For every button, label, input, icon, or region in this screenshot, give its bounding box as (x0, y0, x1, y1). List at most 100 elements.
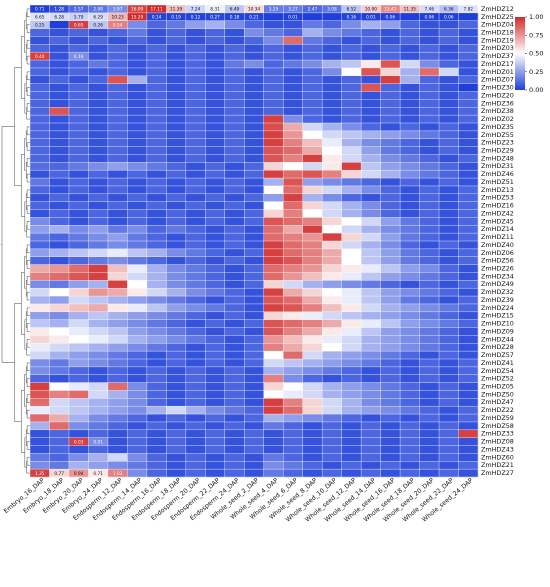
heatmap-cell (439, 67, 459, 76)
heatmap-cell (146, 461, 167, 470)
heatmap-cell (380, 461, 401, 470)
heatmap-cell (88, 264, 109, 273)
heatmap-cell (263, 374, 284, 383)
heatmap-cell (400, 170, 420, 179)
heatmap-cell (185, 366, 206, 375)
heatmap-cell (88, 343, 109, 352)
heatmap-cell (439, 264, 459, 273)
heatmap-cell (107, 130, 128, 139)
heatmap-cell (146, 130, 167, 139)
heatmap-cell (439, 453, 459, 462)
heatmap-cell (380, 272, 401, 281)
heatmap-cell (400, 28, 420, 37)
column-labels: Embryo_16_DAPEmbryo_18_DAPEmbryo_20_DAPE… (3, 477, 475, 524)
heatmap-cell (127, 225, 148, 234)
heatmap-cell (88, 154, 109, 163)
heatmap-cell (107, 60, 128, 69)
heatmap-cell (361, 5, 381, 14)
heatmap-cell (107, 75, 128, 84)
heatmap-cell (244, 461, 264, 470)
heatmap-cell (224, 461, 245, 470)
cell-value-label: 0.01 (93, 439, 103, 445)
heatmap-cell (380, 280, 401, 289)
heatmap-cell (302, 335, 323, 344)
heatmap-cell (68, 138, 89, 147)
heatmap-cell (88, 209, 109, 218)
heatmap-cell (380, 201, 401, 210)
heatmap-cell (224, 209, 245, 218)
heatmap-cell (283, 115, 303, 124)
heatmap-cell (302, 5, 323, 14)
heatmap-cell (302, 248, 323, 257)
heatmap-cell (88, 366, 109, 375)
heatmap-cell (185, 398, 206, 407)
heatmap-cell (107, 154, 128, 163)
heatmap-cell (263, 453, 284, 462)
heatmap-cell (341, 335, 362, 344)
heatmap-cell (49, 83, 70, 92)
heatmap-cell (88, 461, 109, 470)
heatmap-cell (400, 193, 420, 202)
heatmap-cell (205, 91, 225, 100)
heatmap-cell (107, 351, 128, 360)
heatmap-cell (439, 303, 459, 312)
heatmap-cell (361, 178, 381, 187)
heatmap-cell (205, 398, 225, 407)
heatmap-cell (380, 5, 401, 14)
heatmap-cell (400, 288, 420, 297)
heatmap-cell (322, 382, 342, 391)
cell-value-label: 2.47 (308, 7, 318, 13)
heatmap-cell (185, 382, 206, 391)
heatmap-cell (263, 461, 284, 470)
heatmap-cell (283, 335, 303, 344)
heatmap-cell (458, 193, 479, 202)
heatmap-cell (283, 138, 303, 147)
heatmap-cell (302, 225, 323, 234)
heatmap-cell (400, 44, 420, 53)
heatmap-cell (361, 343, 381, 352)
heatmap-cell (224, 20, 245, 29)
heatmap-cell (224, 343, 245, 352)
cell-value-label: 5.79 (74, 15, 84, 21)
heatmap-cell (380, 91, 401, 100)
row-labels: ZmHDZ12ZmHDZ25ZmHDZ04ZmHDZ18ZmHDZ19ZmHDZ… (481, 5, 514, 477)
heatmap-cell (68, 185, 89, 194)
heatmap-cell (439, 414, 459, 423)
heatmap-cell (263, 12, 284, 21)
heatmap-cell (49, 335, 70, 344)
heatmap-cell (88, 303, 109, 312)
heatmap-cell (166, 248, 187, 257)
heatmap-cell (68, 288, 89, 297)
heatmap-cell (302, 107, 323, 116)
heatmap-cell (166, 366, 187, 375)
heatmap-cell (380, 374, 401, 383)
heatmap-cell (341, 5, 362, 14)
heatmap-cell (458, 52, 479, 61)
heatmap-cell (244, 359, 264, 368)
heatmap-cell (361, 398, 381, 407)
heatmap-cell (302, 241, 323, 250)
heatmap-cell (224, 421, 245, 430)
heatmap-cell (341, 162, 362, 171)
heatmap-cell (205, 406, 225, 415)
heatmap-cell (166, 123, 187, 132)
heatmap-cell (380, 233, 401, 242)
heatmap-cell (185, 233, 206, 242)
heatmap-cell (127, 107, 148, 116)
heatmap-cell (439, 406, 459, 415)
heatmap-cell (224, 311, 245, 320)
heatmap-cell (88, 130, 109, 139)
row-label: ZmHDZ28 (481, 343, 514, 351)
heatmap-cell (127, 178, 148, 187)
heatmap-cell (244, 115, 264, 124)
heatmap-cell (224, 445, 245, 454)
heatmap-cell (88, 75, 109, 84)
heatmap-cell (49, 123, 70, 132)
heatmap-cell (185, 272, 206, 281)
heatmap-cell (322, 359, 342, 368)
heatmap-cell (185, 138, 206, 147)
heatmap-cell (107, 272, 128, 281)
heatmap-cell (88, 170, 109, 179)
heatmap-cell (205, 162, 225, 171)
heatmap-cell (166, 288, 187, 297)
